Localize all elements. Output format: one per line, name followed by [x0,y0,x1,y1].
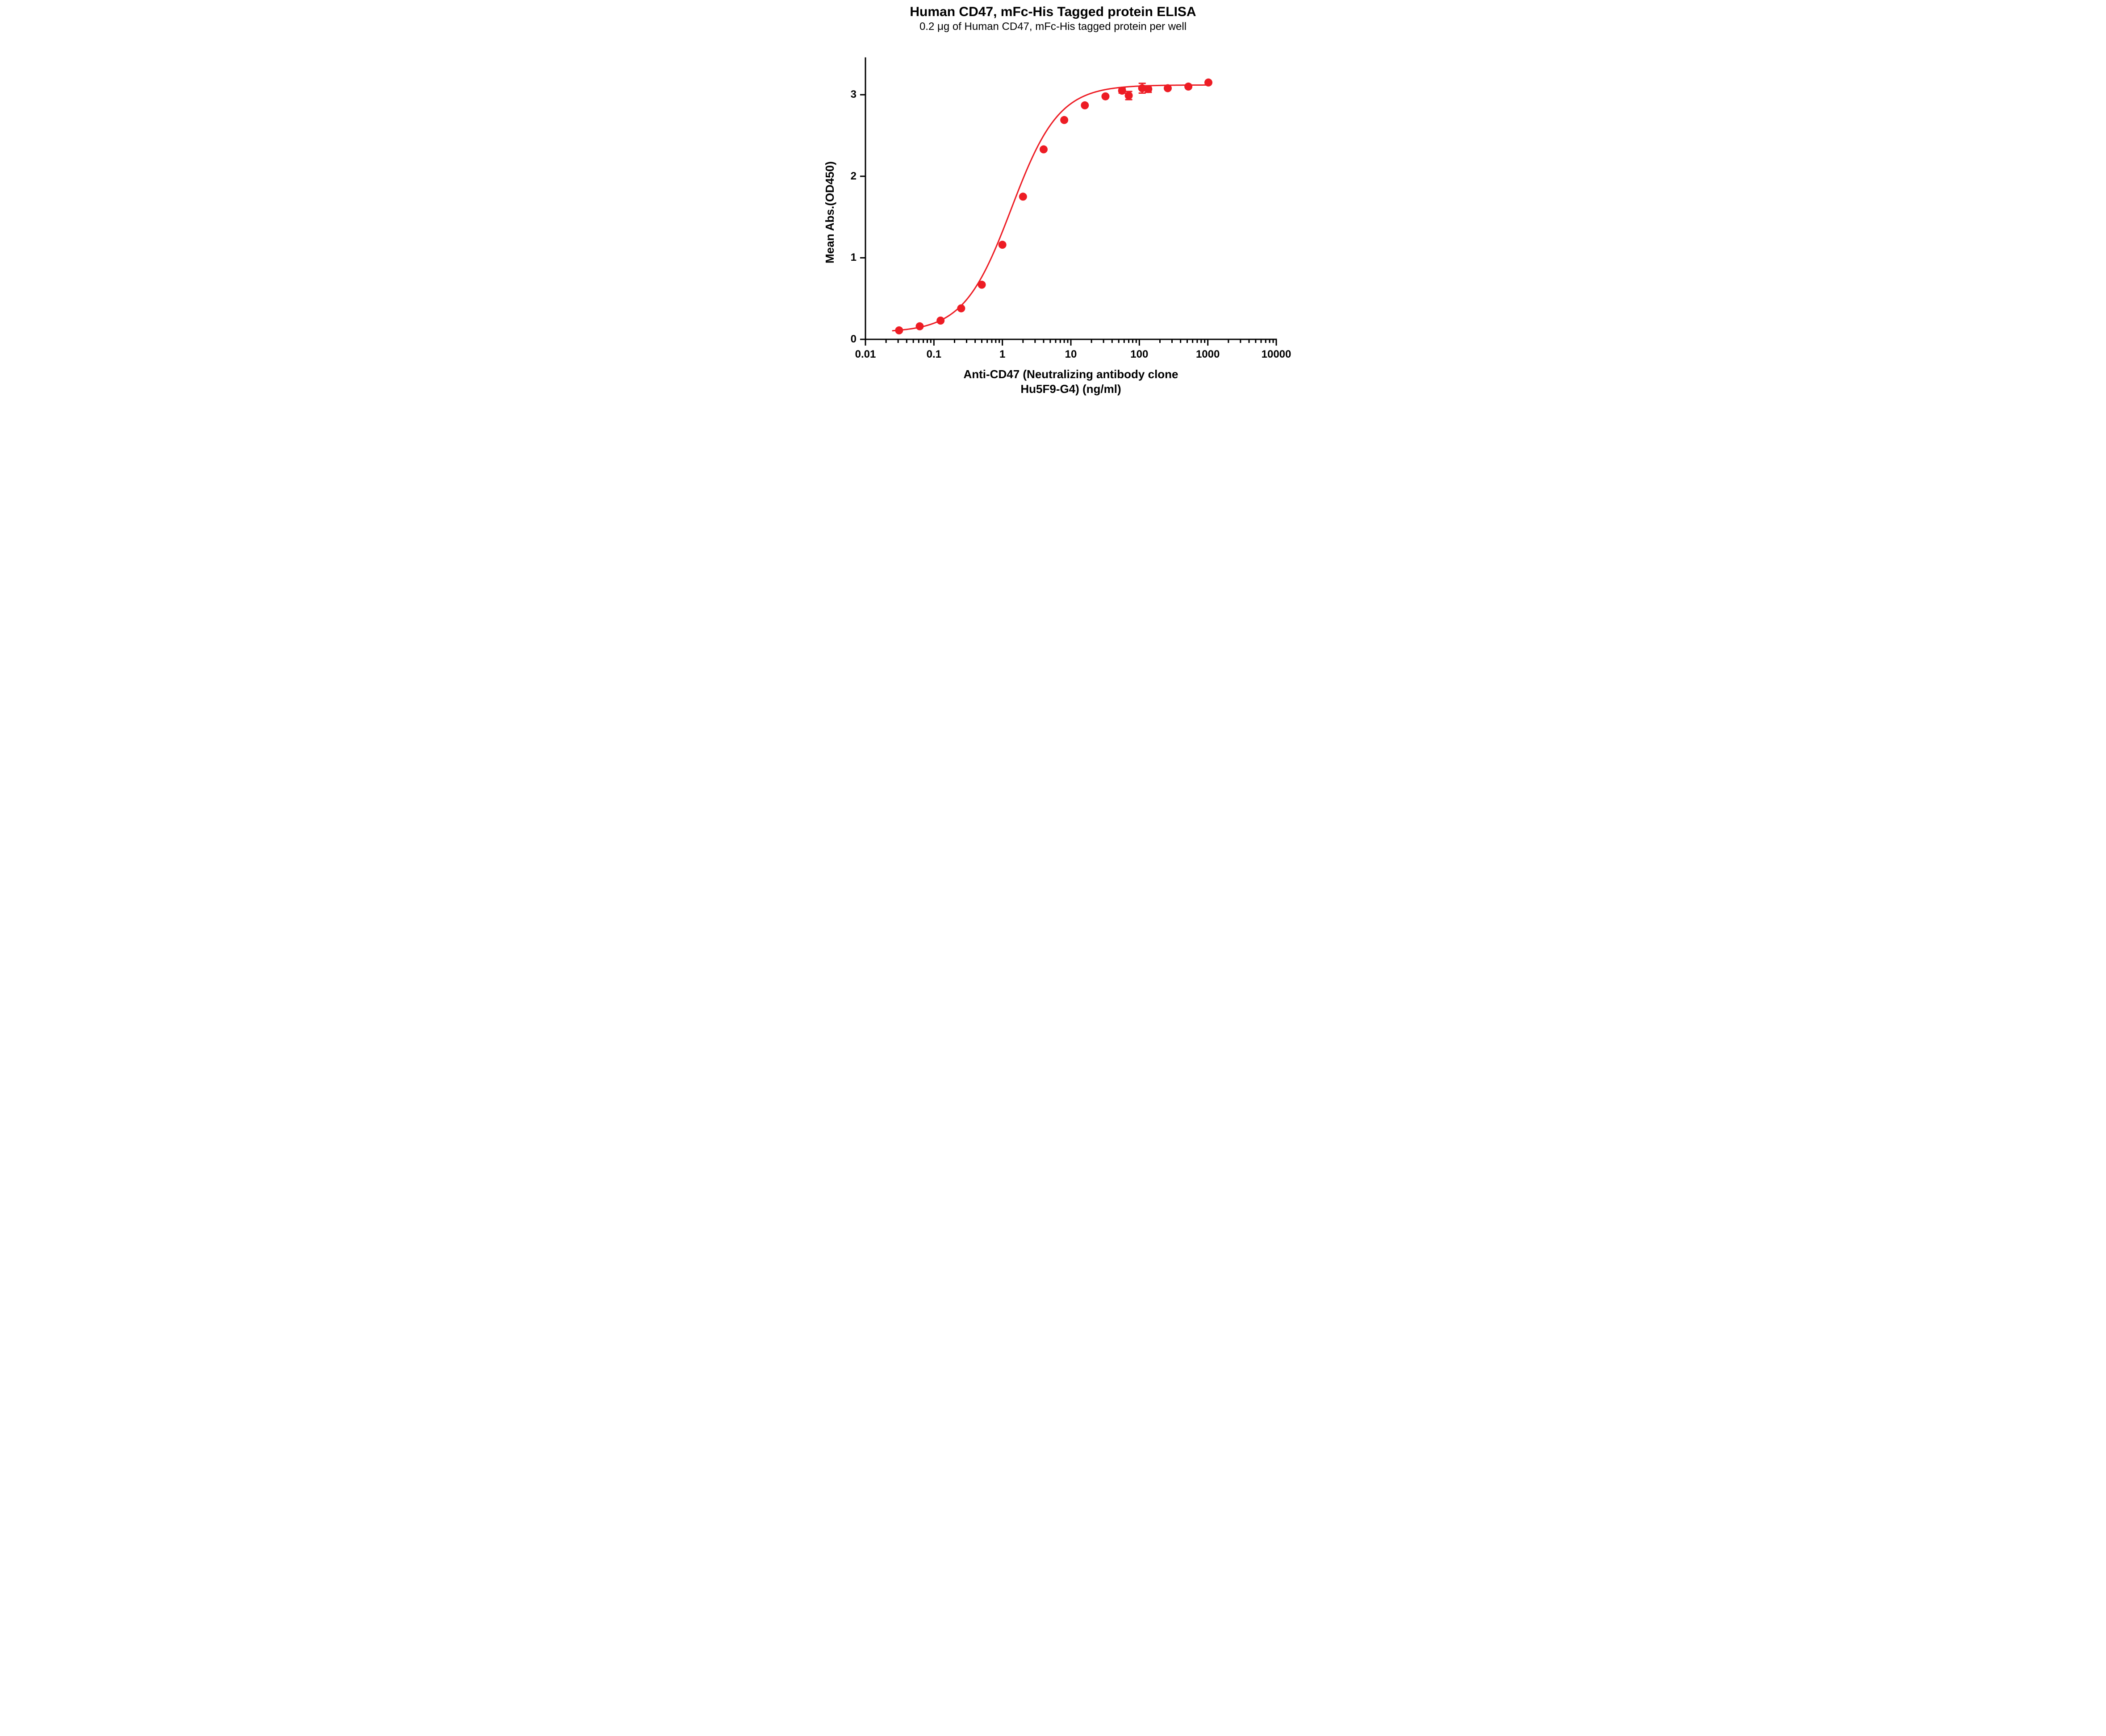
y-axis-label: Mean Abs.(OD450) [823,161,837,263]
y-tick-label: 1 [839,251,857,264]
x-axis-label: Anti-CD47 (Neutralizing antibody clone H… [865,367,1276,396]
title-block: Human CD47, mFc-His Tagged protein ELISA… [792,4,1314,33]
fit-curve [893,85,1209,330]
x-tick-label: 0.01 [855,348,876,361]
data-point [1019,192,1027,200]
data-point [1144,85,1152,93]
x-tick-label: 10 [1065,348,1077,361]
data-point [1184,83,1192,91]
chart-subtitle: 0.2 μg of Human CD47, mFc-His tagged pro… [792,21,1314,33]
data-point [936,317,944,325]
chart-title: Human CD47, mFc-His Tagged protein ELISA [792,4,1314,20]
data-point [1060,116,1068,124]
plot-area [865,58,1276,339]
data-point [1040,146,1048,154]
data-point [999,241,1007,249]
y-tick-label: 0 [839,333,857,346]
y-tick-label: 2 [839,170,857,183]
x-tick-label: 10000 [1262,348,1291,361]
data-point [1118,87,1126,95]
x-tick-label: 100 [1130,348,1148,361]
data-point [1125,92,1133,100]
elisa-figure: Human CD47, mFc-His Tagged protein ELISA… [792,0,1314,429]
x-tick-label: 0.1 [927,348,941,361]
points-layer [895,79,1212,334]
data-point [957,305,965,313]
data-point [916,322,924,330]
axes-layer [860,58,1276,346]
data-point [895,326,903,334]
x-tick-label: 1000 [1196,348,1220,361]
plot-svg [865,58,1276,339]
data-point [1081,101,1089,109]
x-axis-label-line2: Hu5F9-G4) (ng/ml) [1020,382,1121,396]
data-point [1164,84,1172,92]
x-axis-label-line1: Anti-CD47 (Neutralizing antibody clone [963,367,1178,381]
fit-line-layer [893,85,1209,330]
data-point [1101,92,1109,100]
data-point [978,281,986,289]
data-point [1204,79,1212,87]
y-tick-label: 3 [839,88,857,101]
x-tick-label: 1 [999,348,1005,361]
